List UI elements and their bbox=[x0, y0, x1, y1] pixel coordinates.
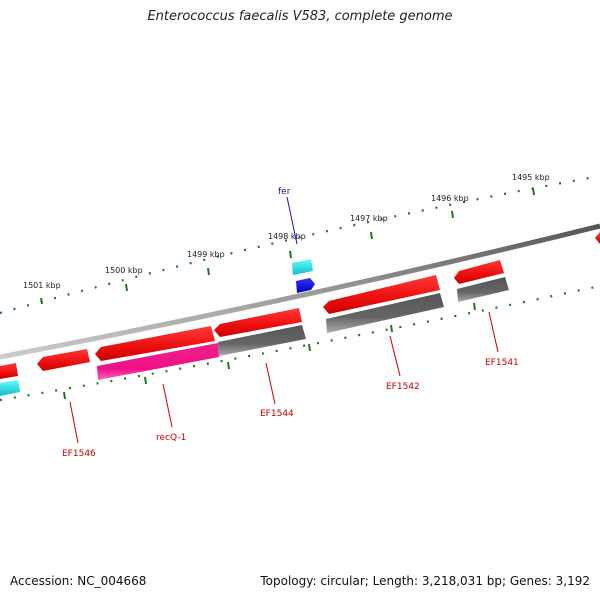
gene-recq1-red[interactable] bbox=[95, 326, 215, 361]
gene-ef1542-gray[interactable] bbox=[326, 293, 444, 333]
gene-ef1546-red[interactable] bbox=[37, 349, 90, 371]
gene-ef1544-red[interactable] bbox=[214, 308, 302, 337]
gene-ef1544-gray[interactable] bbox=[218, 325, 306, 356]
fer-feature-cyan[interactable] bbox=[292, 259, 313, 275]
tick-label-1497: 1497 kbp bbox=[350, 214, 388, 223]
gene-label-ef1544[interactable]: EF1544 bbox=[260, 409, 294, 419]
gene-label-ef1541[interactable]: EF1541 bbox=[485, 358, 519, 368]
tick-label-1500: 1500 kbp bbox=[105, 266, 143, 275]
gene-label-fer[interactable]: fer bbox=[278, 187, 291, 197]
topology-text: Topology: circular; Length: 3,218,031 bp… bbox=[260, 574, 590, 588]
inner-major-ticks bbox=[63, 302, 476, 400]
genome-backbone bbox=[0, 223, 600, 360]
gene-label-ef1546[interactable]: EF1546 bbox=[62, 449, 96, 459]
gene-recq1-pink[interactable] bbox=[97, 343, 219, 380]
ef1541-leader-line bbox=[488, 311, 499, 353]
fer-leader-line bbox=[286, 196, 298, 245]
map-title: Enterococcus faecalis V583, complete gen… bbox=[147, 9, 453, 24]
tick-label-1498: 1498 kbp bbox=[268, 232, 306, 241]
gene-ef1541-red[interactable] bbox=[454, 260, 504, 284]
tick-label-1496: 1496 kbp bbox=[431, 194, 469, 203]
accession-text: Accession: NC_004668 bbox=[10, 574, 147, 588]
tick-label-1499: 1499 kbp bbox=[187, 250, 225, 259]
gene-label-ef1542[interactable]: EF1542 bbox=[386, 382, 420, 392]
gene-ef1542-red[interactable] bbox=[323, 275, 440, 314]
gene-ef1541-gray[interactable] bbox=[457, 277, 509, 302]
fer-feature-blue[interactable] bbox=[296, 278, 315, 293]
outer-major-ticks bbox=[40, 187, 535, 305]
ef1542-leader-line bbox=[389, 335, 401, 377]
inner-tick-ring bbox=[0, 284, 600, 402]
tick-label-1501: 1501 kbp bbox=[23, 281, 61, 290]
ef1546-leader-line bbox=[69, 401, 79, 444]
recq1-leader-line bbox=[162, 383, 173, 428]
edge-gene-red-right[interactable] bbox=[595, 232, 600, 244]
edge-gene-red-left[interactable] bbox=[0, 363, 18, 379]
tick-label-1495: 1495 kbp bbox=[512, 173, 550, 182]
ef1544-leader-line bbox=[265, 362, 276, 405]
gene-label-recq1[interactable]: recQ-1 bbox=[156, 433, 186, 443]
edge-gene-cyan-left[interactable] bbox=[0, 380, 20, 396]
outer-tick-ring bbox=[0, 174, 600, 315]
